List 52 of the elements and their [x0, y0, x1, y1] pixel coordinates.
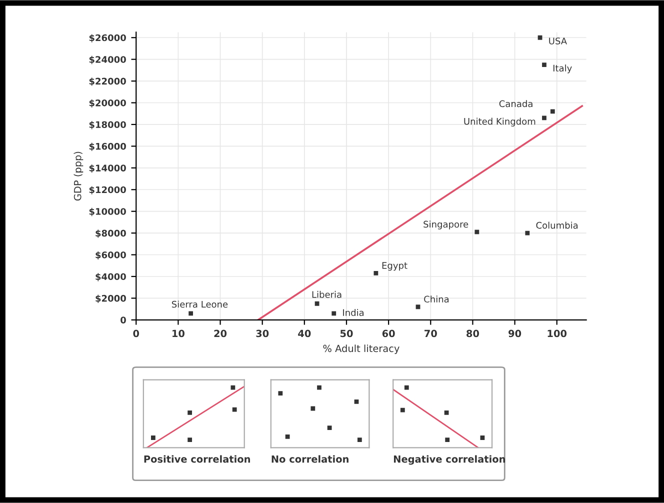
- y-tick-label: $20000: [89, 99, 126, 108]
- annotation: Italy: [553, 64, 572, 74]
- y-tick-label: $8000: [96, 230, 126, 238]
- annotation: Canada: [499, 100, 532, 108]
- annotation: Liberia: [312, 290, 342, 298]
- y-tick-label: $2000: [96, 294, 126, 303]
- text: Positive correlation: [144, 455, 250, 463]
- x-tick-label: 80: [466, 330, 480, 338]
- text: No correlation: [272, 455, 348, 463]
- annotation: Columbia: [536, 222, 578, 229]
- annotation: Sierra Leone: [172, 300, 228, 308]
- y-tick-label: $22000: [89, 78, 126, 86]
- annotation: Egypt: [382, 262, 408, 271]
- annotation: Singapore: [424, 220, 468, 230]
- point: [374, 271, 378, 276]
- y-tick-label: $12000: [89, 186, 126, 194]
- x-axis-title: % Adult literacy: [323, 344, 400, 354]
- y-tick-label: 0: [120, 316, 126, 324]
- point: [550, 109, 555, 114]
- x-tick-label: 0: [133, 330, 140, 338]
- point: [525, 230, 530, 236]
- y-tick-label: $18000: [89, 121, 126, 130]
- point: [542, 116, 546, 120]
- annotation: India: [343, 309, 364, 316]
- x-tick-label: 10: [172, 330, 184, 338]
- y-tick-label: $24000: [89, 56, 126, 64]
- text: Negative correlation: [394, 455, 505, 465]
- y-tick-label: $4000: [96, 273, 126, 282]
- annotation: USA: [549, 38, 567, 44]
- y-tick-label: $16000: [89, 142, 126, 151]
- x-tick-label: 50: [340, 330, 353, 338]
- point: [314, 301, 320, 306]
- x-tick-label: 90: [508, 330, 522, 338]
- point: [188, 311, 194, 316]
- point: [332, 311, 336, 316]
- x-tick-label: 30: [256, 330, 269, 338]
- x-tick-label: 100: [548, 330, 567, 338]
- x-tick-label: 70: [424, 330, 437, 338]
- x-tick-label: 40: [298, 330, 311, 338]
- y-tick-label: $10000: [89, 208, 126, 216]
- x-tick-label: 60: [382, 330, 395, 338]
- y-axis-title: GDP (ppp): [74, 152, 84, 201]
- point: [538, 35, 542, 40]
- point: [474, 230, 480, 234]
- annotation: China: [424, 296, 449, 303]
- y-tick-label: $14000: [89, 164, 126, 173]
- point: [416, 304, 420, 310]
- x-tick-label: 20: [214, 330, 227, 338]
- y-tick-label: $26000: [89, 34, 126, 42]
- annotation: United Kingdom: [464, 118, 536, 126]
- point: [542, 62, 546, 67]
- y-tick-label: $6000: [96, 251, 126, 260]
